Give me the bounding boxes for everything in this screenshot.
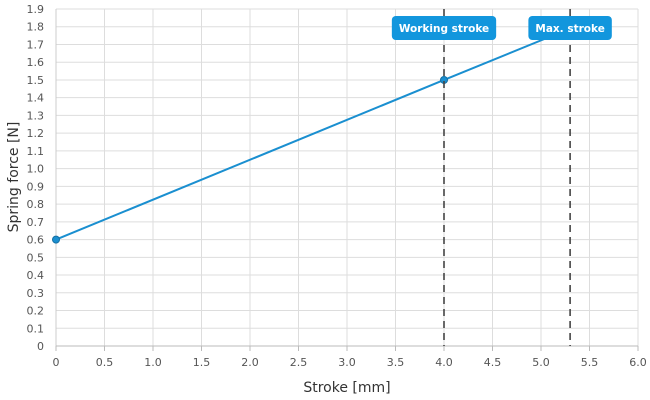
reference-lines: Working stroke Max. stroke — [391, 9, 612, 346]
reference-line-badge: Max. stroke — [528, 16, 612, 40]
x-tick-label: 4.0 — [435, 356, 453, 369]
y-tick-label: 0.8 — [27, 198, 45, 211]
y-tick-label: 1.0 — [27, 163, 45, 176]
y-tick-label: 1.4 — [27, 92, 45, 105]
x-tick-label: 3.0 — [338, 356, 356, 369]
tick-labels: 0 0.5 1.0 1.5 2.0 2.5 3.0 3.5 4.0 4.5 5.0 5.5 6.0 0 0.… — [27, 3, 647, 369]
x-tick-label: 1.0 — [144, 356, 162, 369]
grid — [55, 8, 639, 347]
x-tick-label: 4.5 — [484, 356, 502, 369]
y-tick-label: 1.9 — [27, 3, 45, 16]
y-tick-label: 0.1 — [27, 322, 45, 335]
y-tick-label: 0 — [37, 340, 44, 353]
y-tick-label: 0.2 — [27, 305, 45, 318]
x-tick-label: 5.5 — [581, 356, 599, 369]
y-tick-label: 1.3 — [27, 109, 45, 122]
y-tick-label: 0.9 — [27, 180, 45, 193]
x-tick-label: 2.0 — [241, 356, 259, 369]
x-tick-label: 0 — [53, 356, 60, 369]
y-axis-title: Spring force [N] — [6, 122, 22, 233]
x-axis-title: Stroke [mm] — [303, 380, 390, 396]
data-point — [52, 235, 60, 244]
series — [52, 27, 571, 244]
reference-line-label: Working stroke — [399, 23, 489, 35]
reference-line-label: Max. stroke — [535, 23, 604, 35]
x-tick-label: 3.5 — [387, 356, 405, 369]
x-tick-label: 0.5 — [96, 356, 114, 369]
y-tick-label: 1.6 — [27, 56, 45, 69]
badge-background — [391, 16, 497, 40]
y-tick-label: 0.3 — [27, 287, 45, 300]
y-tick-label: 0.7 — [27, 216, 45, 229]
y-tick-label: 0.5 — [27, 251, 45, 264]
y-tick-label: 1.8 — [27, 21, 45, 34]
reference-line-badge: Working stroke — [391, 16, 497, 40]
badge-background — [528, 16, 612, 40]
y-tick-label: 0.4 — [27, 269, 45, 282]
axes — [55, 9, 639, 351]
x-tick-label: 6.0 — [629, 356, 647, 369]
x-tick-label: 5.0 — [532, 356, 550, 369]
y-tick-label: 0.6 — [27, 234, 45, 247]
y-tick-label: 1.2 — [27, 127, 45, 140]
x-tick-label: 1.5 — [193, 356, 211, 369]
x-tick-label: 2.5 — [290, 356, 308, 369]
y-tick-label: 1.7 — [27, 38, 45, 51]
y-tick-label: 1.5 — [27, 74, 45, 87]
y-tick-label: 1.1 — [27, 145, 45, 158]
